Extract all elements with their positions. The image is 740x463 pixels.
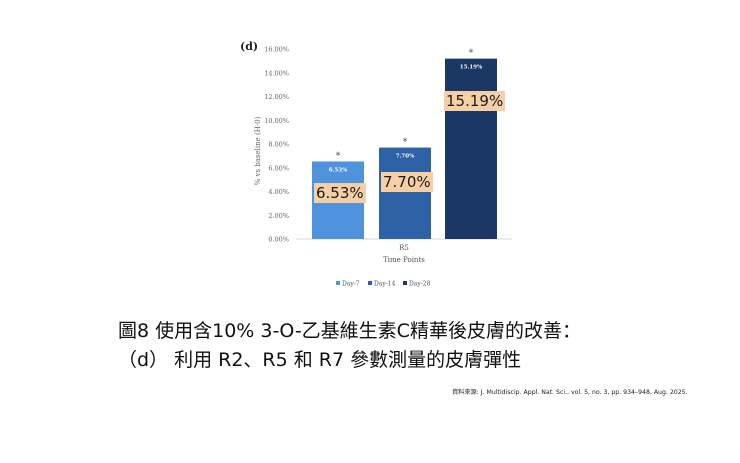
x-tick-label: R5 — [399, 244, 409, 252]
significance-star: * — [469, 48, 474, 59]
bar-data-label: 7.70% — [396, 154, 415, 160]
legend-swatch — [403, 281, 407, 285]
y-tick-label: 0.00% — [268, 236, 289, 244]
bar-data-label: 15.19% — [460, 65, 483, 71]
y-tick-label: 6.00% — [268, 164, 289, 172]
legend: Day-7 Day-14 Day-28 — [336, 281, 431, 288]
bar-data-label: 6.53% — [329, 167, 348, 173]
y-tick-label: 4.00% — [268, 188, 289, 196]
y-tick-label: 10.00% — [264, 117, 289, 125]
y-axis: 0.00% 2.00% 4.00% 6.00% 8.00% 10.00% 12.00% 14.… — [264, 46, 289, 244]
value-overlay-label: 6.53% — [314, 183, 366, 203]
y-tick-label: 8.00% — [268, 141, 289, 149]
panel-label: (d) — [240, 40, 258, 53]
legend-label: Day-28 — [409, 281, 431, 288]
y-axis-title: % vs baseline (H-0) — [254, 116, 262, 185]
significance-star: * — [403, 137, 408, 148]
bar-day-28 — [445, 58, 497, 240]
legend-swatch — [368, 281, 372, 285]
legend-label: Day-14 — [374, 281, 396, 288]
y-tick-label: 12.00% — [264, 93, 289, 101]
value-overlay-label: 15.19% — [444, 91, 506, 111]
source-note: 資料來源: J. Multidiscip. Appl. Nat. Sci., v… — [452, 389, 688, 396]
y-tick-label: 2.00% — [268, 212, 289, 220]
significance-star: * — [336, 150, 341, 161]
bar-day-14 — [379, 147, 431, 239]
y-tick-label: 16.00% — [264, 46, 289, 54]
x-axis-title: Time Points — [383, 256, 425, 264]
figure-caption-line2: （d） 利用 R2、R5 和 R7 參數測量的皮膚彈性 — [118, 349, 522, 371]
figure-caption-line1: 圖8 使用含10% 3-O-乙基維生素C精華後皮膚的改善： — [118, 320, 581, 342]
bar-chart: (d) 0.00% 2.00% 4.00% 6.00% 8.00% 10.00% 12.00… — [240, 40, 512, 288]
legend-swatch — [336, 281, 340, 285]
y-tick-label: 14.00% — [264, 69, 289, 77]
legend-label: Day-7 — [342, 281, 360, 288]
bars-group: 6.53% * 7.70% * 15.19% * — [312, 48, 497, 240]
value-overlay-label: 7.70% — [381, 172, 433, 192]
